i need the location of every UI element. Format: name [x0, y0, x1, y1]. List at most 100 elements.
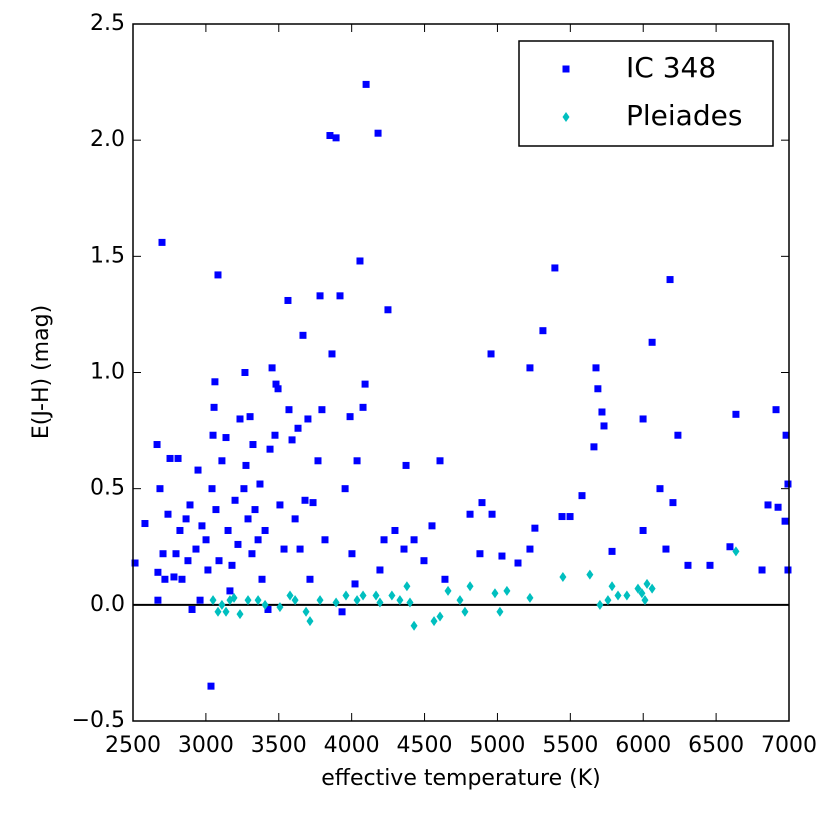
point [639, 415, 647, 423]
point [732, 546, 740, 557]
point [656, 485, 664, 493]
point [288, 436, 296, 444]
point [207, 682, 215, 690]
point [204, 566, 212, 574]
y-tick-label: −0.5 [72, 708, 125, 733]
y-tick-label: 0.5 [90, 476, 125, 501]
point [356, 257, 364, 265]
x-tick-label: 5500 [542, 733, 598, 758]
point [186, 501, 194, 509]
point [466, 581, 474, 592]
legend-marker [562, 65, 570, 73]
point [242, 461, 250, 469]
point [608, 547, 616, 555]
point [198, 522, 206, 530]
point [309, 499, 317, 507]
point [406, 597, 414, 608]
point [212, 506, 220, 514]
point [248, 550, 256, 558]
point [244, 595, 252, 606]
point [772, 406, 780, 414]
point [170, 573, 178, 581]
point [321, 536, 329, 544]
point [184, 557, 192, 565]
point [244, 515, 252, 523]
point [391, 526, 399, 534]
point [294, 424, 302, 432]
point [614, 590, 622, 601]
point [441, 575, 449, 583]
point [285, 406, 293, 414]
point [496, 606, 504, 617]
point [231, 496, 239, 504]
point [726, 543, 734, 551]
x-tick-label: 2500 [105, 733, 161, 758]
point [153, 441, 161, 449]
point [598, 408, 606, 416]
point [526, 545, 534, 553]
point [353, 595, 361, 606]
point [318, 406, 326, 414]
point [210, 403, 218, 411]
point [420, 557, 428, 565]
point [558, 513, 566, 521]
point [328, 350, 336, 358]
point [174, 454, 182, 462]
point [362, 80, 370, 88]
point [284, 296, 292, 304]
point [461, 606, 469, 617]
point [410, 536, 418, 544]
point [240, 485, 248, 493]
point [336, 292, 344, 300]
point [301, 496, 309, 504]
point [261, 526, 269, 534]
point [258, 575, 266, 583]
point [669, 499, 677, 507]
point [346, 413, 354, 421]
point [261, 599, 269, 610]
x-tick-label: 6500 [688, 733, 744, 758]
point [466, 510, 474, 518]
point [436, 457, 444, 465]
x-tick-label: 3500 [251, 733, 307, 758]
point [478, 499, 486, 507]
point [758, 566, 766, 574]
point [296, 545, 304, 553]
point [514, 559, 522, 567]
point [359, 403, 367, 411]
point [254, 536, 262, 544]
point [402, 461, 410, 469]
point [706, 561, 714, 569]
point [214, 606, 222, 617]
point [374, 129, 382, 137]
point [604, 595, 612, 606]
point [286, 590, 294, 601]
point [764, 501, 772, 509]
point [211, 378, 219, 386]
y-tick-label: 2.0 [90, 127, 125, 152]
point [348, 550, 356, 558]
point [306, 575, 314, 583]
point [208, 485, 216, 493]
point [194, 466, 202, 474]
point [410, 620, 418, 631]
point [634, 583, 642, 594]
point [674, 431, 682, 439]
point [218, 457, 226, 465]
point [182, 515, 190, 523]
point [154, 596, 162, 604]
point [332, 134, 340, 142]
x-tick-label: 4500 [397, 733, 453, 758]
point [161, 575, 169, 583]
x-tick-label: 7000 [761, 733, 817, 758]
point [503, 585, 511, 596]
point [782, 431, 790, 439]
point [781, 517, 789, 525]
point [341, 485, 349, 493]
point [141, 520, 149, 528]
point [218, 599, 226, 610]
point [376, 597, 384, 608]
point [178, 575, 186, 583]
